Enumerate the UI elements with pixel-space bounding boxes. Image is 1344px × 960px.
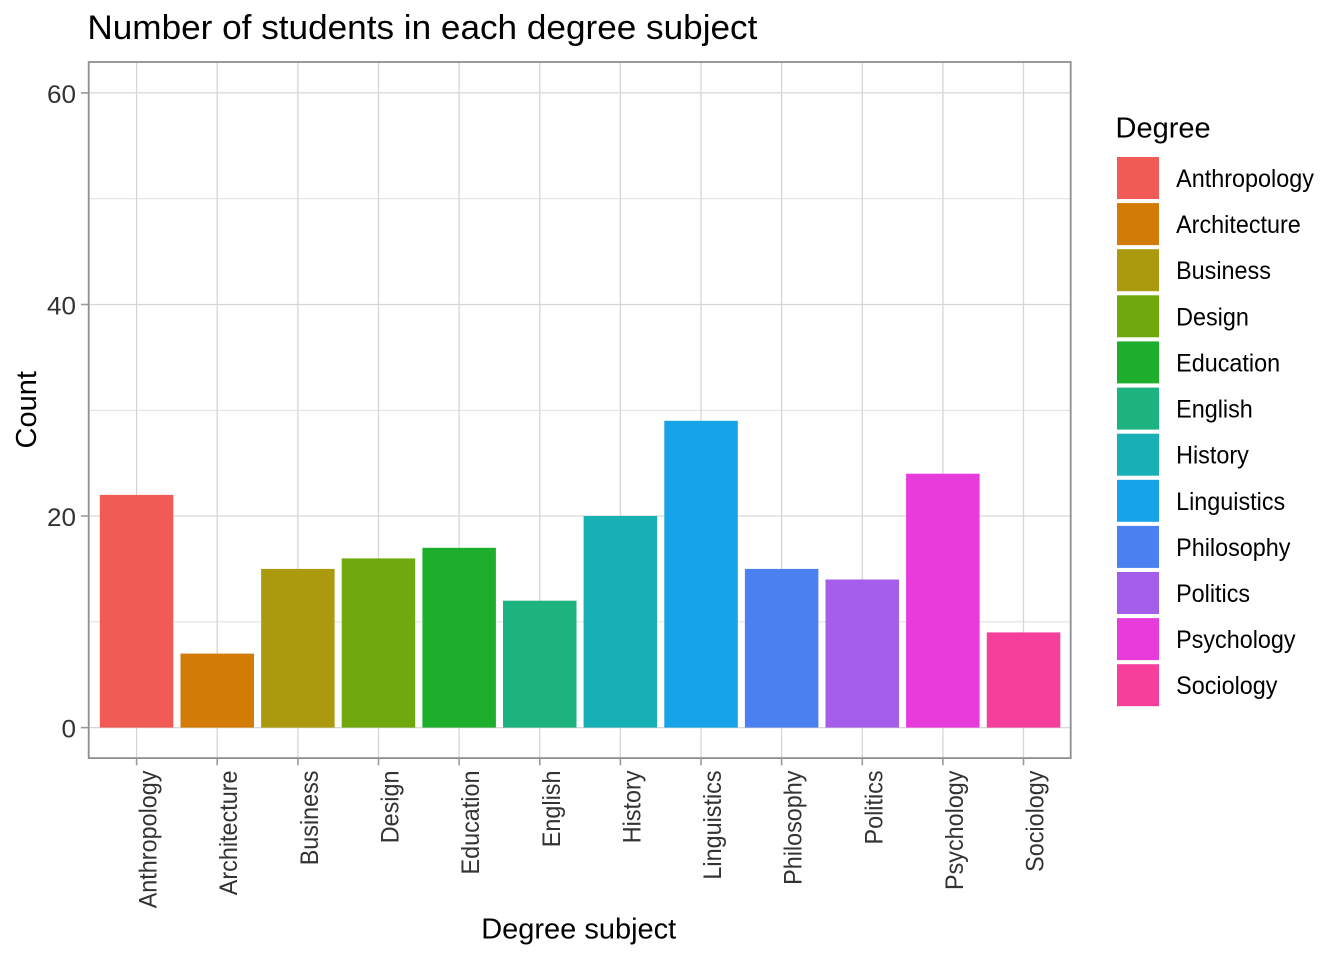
svg-text:Psychology: Psychology <box>941 770 969 890</box>
svg-text:Degree subject: Degree subject <box>481 913 676 945</box>
svg-text:Linguistics: Linguistics <box>1176 488 1285 516</box>
svg-text:Anthropology: Anthropology <box>135 770 163 908</box>
svg-text:0: 0 <box>62 716 77 744</box>
svg-text:Education: Education <box>1176 349 1280 377</box>
svg-text:Philosophy: Philosophy <box>1176 534 1291 562</box>
svg-text:Sociology: Sociology <box>1022 770 1050 872</box>
svg-text:Design: Design <box>377 771 405 844</box>
svg-text:English: English <box>538 771 566 848</box>
svg-text:Degree: Degree <box>1116 112 1211 144</box>
svg-text:Sociology: Sociology <box>1176 672 1278 700</box>
svg-text:Politics: Politics <box>1176 580 1250 608</box>
svg-text:Linguistics: Linguistics <box>699 771 727 880</box>
svg-text:English: English <box>1176 396 1253 424</box>
svg-text:History: History <box>1176 442 1249 470</box>
svg-text:Design: Design <box>1176 303 1249 331</box>
svg-text:40: 40 <box>47 292 76 320</box>
svg-text:Education: Education <box>457 771 485 875</box>
svg-text:Business: Business <box>296 771 324 866</box>
svg-text:Number of students in each deg: Number of students in each degree subjec… <box>87 9 758 47</box>
svg-text:Anthropology: Anthropology <box>1176 165 1314 193</box>
svg-text:History: History <box>618 770 646 843</box>
svg-text:Business: Business <box>1176 257 1271 285</box>
svg-text:Psychology: Psychology <box>1176 626 1296 654</box>
svg-text:20: 20 <box>47 504 76 532</box>
svg-text:Politics: Politics <box>860 771 888 845</box>
svg-text:Architecture: Architecture <box>1176 211 1301 239</box>
svg-text:Architecture: Architecture <box>215 771 243 896</box>
svg-text:60: 60 <box>47 81 76 109</box>
svg-text:Philosophy: Philosophy <box>780 770 808 885</box>
svg-text:Count: Count <box>11 371 43 448</box>
